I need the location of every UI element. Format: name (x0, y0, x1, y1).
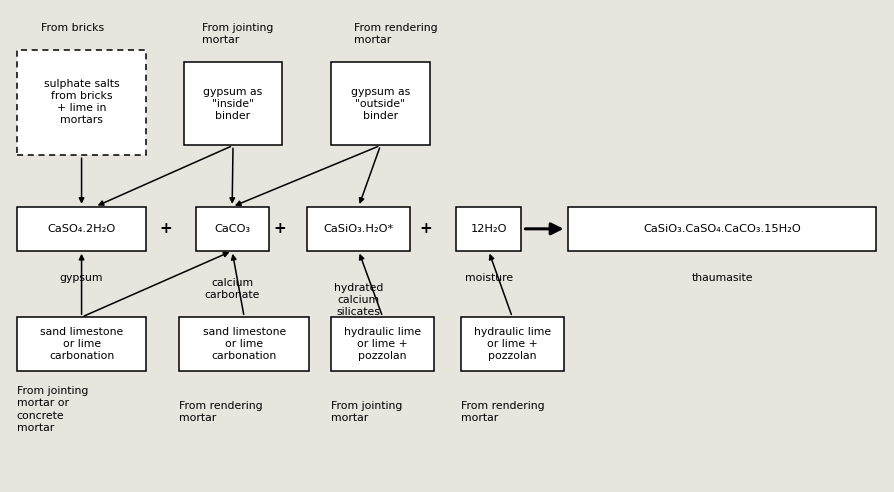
Text: From rendering
mortar: From rendering mortar (460, 400, 544, 423)
Text: CaSO₄.2H₂O: CaSO₄.2H₂O (47, 224, 115, 234)
Text: sand limestone
or lime
carbonation: sand limestone or lime carbonation (202, 327, 285, 361)
Text: CaCO₃: CaCO₃ (214, 224, 250, 234)
Text: +: + (159, 221, 173, 236)
Text: gypsum as
"inside"
binder: gypsum as "inside" binder (203, 87, 262, 121)
FancyBboxPatch shape (331, 317, 434, 371)
FancyBboxPatch shape (568, 207, 875, 251)
Text: CaSiO₃.H₂O*: CaSiO₃.H₂O* (323, 224, 393, 234)
Text: gypsum: gypsum (60, 273, 103, 283)
Text: sand limestone
or lime
carbonation: sand limestone or lime carbonation (40, 327, 123, 361)
Text: From jointing
mortar: From jointing mortar (201, 23, 273, 45)
Text: +: + (273, 221, 285, 236)
FancyBboxPatch shape (183, 62, 282, 146)
Text: From rendering
mortar: From rendering mortar (179, 400, 263, 423)
Text: +: + (419, 221, 432, 236)
FancyBboxPatch shape (17, 50, 147, 155)
FancyBboxPatch shape (179, 317, 308, 371)
Text: calcium
carbonate: calcium carbonate (204, 278, 259, 300)
FancyBboxPatch shape (456, 207, 520, 251)
Text: moisture: moisture (464, 273, 512, 283)
Text: hydraulic lime
or lime +
pozzolan: hydraulic lime or lime + pozzolan (473, 327, 550, 361)
Text: gypsum as
"outside"
binder: gypsum as "outside" binder (350, 87, 409, 121)
FancyBboxPatch shape (331, 62, 429, 146)
Text: sulphate salts
from bricks
+ lime in
mortars: sulphate salts from bricks + lime in mor… (44, 80, 119, 125)
Text: From jointing
mortar: From jointing mortar (331, 400, 402, 423)
Text: CaSiO₃.CaSO₄.CaCO₃.15H₂O: CaSiO₃.CaSO₄.CaCO₃.15H₂O (643, 224, 800, 234)
Text: From rendering
mortar: From rendering mortar (353, 23, 437, 45)
Text: From jointing
mortar or
concrete
mortar: From jointing mortar or concrete mortar (17, 386, 88, 433)
FancyBboxPatch shape (17, 317, 147, 371)
Text: hydrated
calcium
silicates: hydrated calcium silicates (333, 283, 383, 317)
Text: hydraulic lime
or lime +
pozzolan: hydraulic lime or lime + pozzolan (344, 327, 421, 361)
Text: 12H₂O: 12H₂O (470, 224, 506, 234)
FancyBboxPatch shape (17, 207, 147, 251)
FancyBboxPatch shape (460, 317, 563, 371)
FancyBboxPatch shape (195, 207, 268, 251)
FancyBboxPatch shape (307, 207, 409, 251)
Text: thaumasite: thaumasite (691, 273, 752, 283)
Text: From bricks: From bricks (41, 23, 104, 33)
